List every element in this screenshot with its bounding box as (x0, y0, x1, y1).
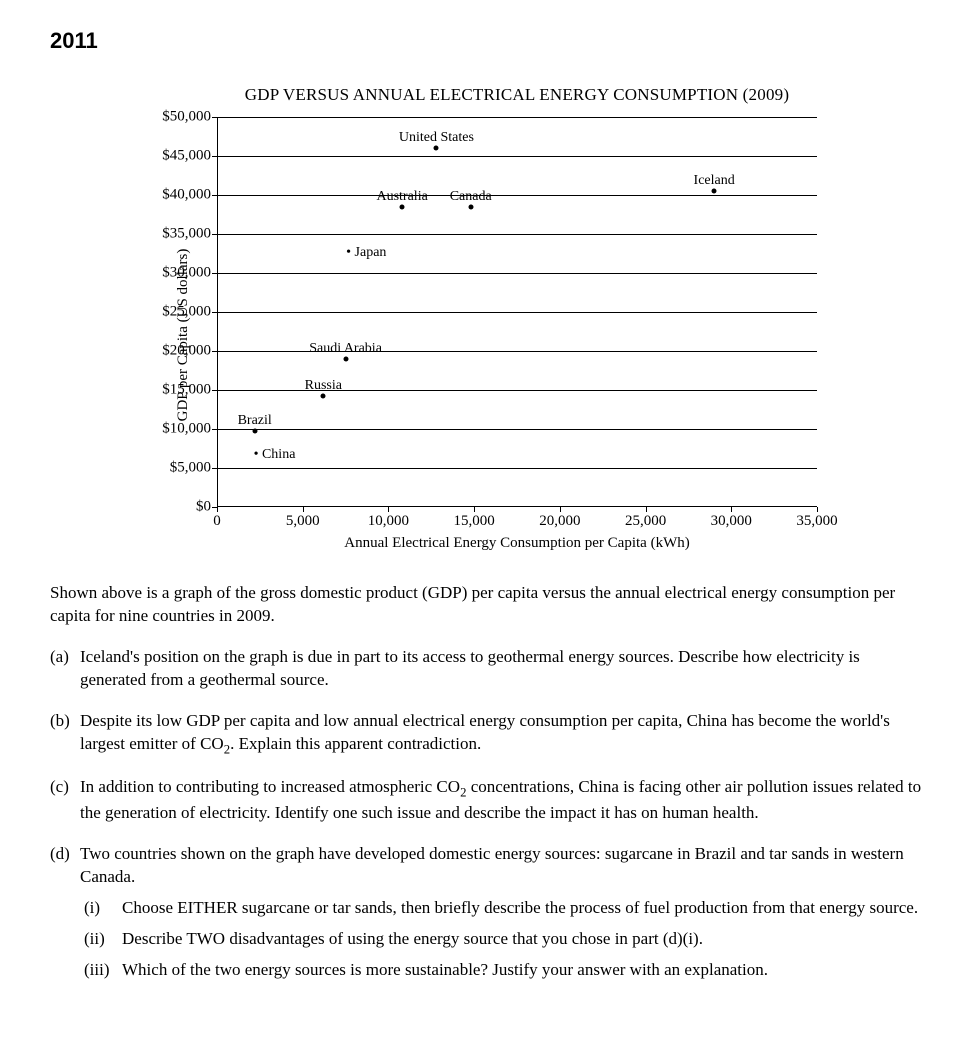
year-heading: 2011 (50, 28, 98, 54)
question-d-iii: (iii) Which of the two energy sources is… (80, 959, 924, 982)
question-d-ii-label: (ii) (80, 928, 122, 951)
data-point-label: Saudi Arabia (309, 341, 382, 359)
question-d-i-label: (i) (80, 897, 122, 920)
data-point-label: • Japan (346, 245, 386, 263)
question-d-i-text: Choose EITHER sugarcane or tar sands, th… (122, 897, 924, 920)
x-tick-label: 20,000 (539, 507, 580, 530)
scatter-plot: $0$5,000$10,000$15,000$20,000$25,000$30,… (217, 117, 817, 507)
question-b: (b) Despite its low GDP per capita and l… (50, 710, 924, 759)
y-tick-label: $20,000 (162, 343, 217, 360)
y-tick-label: $40,000 (162, 187, 217, 204)
gridline (217, 117, 817, 118)
gridline (217, 273, 817, 274)
y-tick-label: $5,000 (170, 460, 217, 477)
question-d-ii: (ii) Describe TWO disadvantages of using… (80, 928, 924, 951)
y-tick-label: $25,000 (162, 304, 217, 321)
x-tick-label: 0 (213, 507, 221, 530)
question-c-label: (c) (50, 776, 80, 825)
y-tick-label: $35,000 (162, 226, 217, 243)
x-tick-label: 15,000 (454, 507, 495, 530)
question-a-label: (a) (50, 646, 80, 692)
question-a-text: Iceland's position on the graph is due i… (80, 646, 924, 692)
gridline (217, 429, 817, 430)
y-tick-label: $45,000 (162, 148, 217, 165)
question-d-label: (d) (50, 843, 80, 982)
question-d: (d) Two countries shown on the graph hav… (50, 843, 924, 982)
question-d-iii-label: (iii) (80, 959, 122, 982)
gridline (217, 156, 817, 157)
data-point-label: Brazil (238, 413, 272, 431)
data-point-label: Iceland (694, 173, 735, 191)
x-tick-label: 10,000 (368, 507, 409, 530)
data-point-label: Australia (376, 189, 427, 207)
y-tick-label: $30,000 (162, 265, 217, 282)
x-tick-label: 5,000 (286, 507, 320, 530)
gridline (217, 468, 817, 469)
data-point-label: United States (399, 130, 474, 148)
gridline (217, 195, 817, 196)
question-body: Shown above is a graph of the gross dome… (50, 582, 924, 982)
y-tick-label: $10,000 (162, 421, 217, 438)
gridline (217, 312, 817, 313)
question-b-text: Despite its low GDP per capita and low a… (80, 710, 924, 759)
data-point-label: Russia (305, 378, 342, 396)
question-b-label: (b) (50, 710, 80, 759)
gridline (217, 351, 817, 352)
data-point-label: Canada (450, 189, 492, 207)
chart-title: GDP VERSUS ANNUAL ELECTRICAL ENERGY CONS… (110, 85, 924, 105)
y-tick-label: $15,000 (162, 382, 217, 399)
question-d-iii-text: Which of the two energy sources is more … (122, 959, 924, 982)
question-d-ii-text: Describe TWO disadvantages of using the … (122, 928, 924, 951)
document-page: 2011 GDP VERSUS ANNUAL ELECTRICAL ENERGY… (0, 0, 974, 1040)
question-c: (c) In addition to contributing to incre… (50, 776, 924, 825)
question-c-text: In addition to contributing to increased… (80, 776, 924, 825)
question-d-text: Two countries shown on the graph have de… (80, 843, 924, 889)
y-tick-label: $50,000 (162, 109, 217, 126)
data-point-label: • China (254, 447, 296, 465)
x-tick-label: 30,000 (711, 507, 752, 530)
chart-container: GDP per Capita (US dollars) $0$5,000$10,… (107, 117, 867, 552)
x-tick-label: 35,000 (796, 507, 837, 530)
x-axis-label: Annual Electrical Energy Consumption per… (217, 535, 817, 552)
question-a: (a) Iceland's position on the graph is d… (50, 646, 924, 692)
intro-paragraph: Shown above is a graph of the gross dome… (50, 582, 924, 628)
question-d-i: (i) Choose EITHER sugarcane or tar sands… (80, 897, 924, 920)
x-tick-label: 25,000 (625, 507, 666, 530)
gridline (217, 234, 817, 235)
